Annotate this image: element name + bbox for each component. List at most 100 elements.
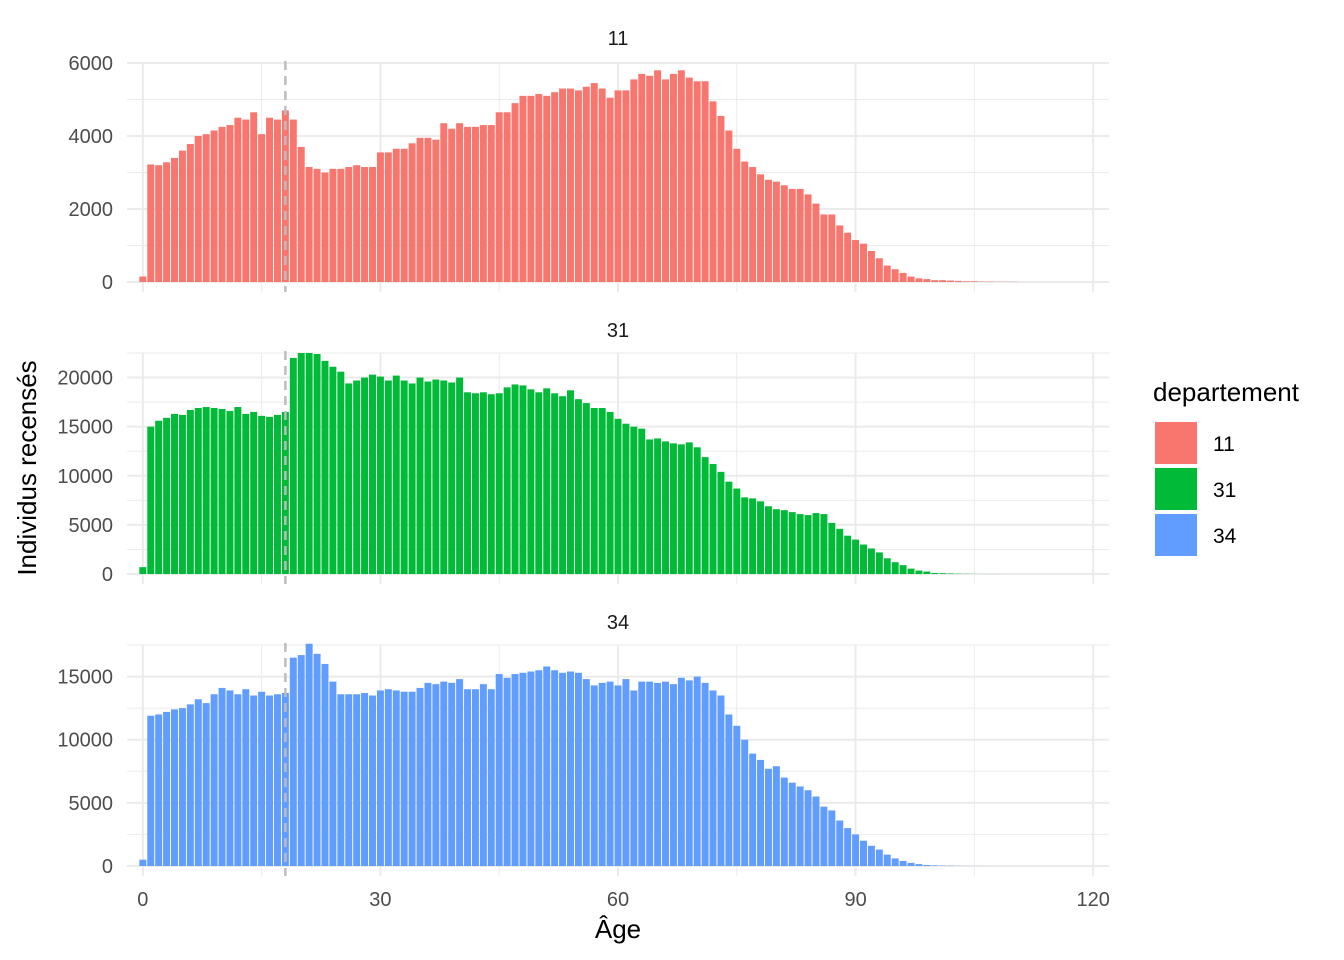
bar (234, 407, 242, 574)
bar (780, 185, 788, 282)
bar (234, 117, 242, 282)
bar (836, 528, 844, 574)
bar (757, 501, 765, 574)
bar (218, 408, 226, 574)
bar (329, 168, 337, 282)
bar (559, 396, 567, 574)
bar (369, 695, 376, 866)
bar (693, 81, 701, 282)
y-tick-label: 6000 (69, 53, 114, 75)
y-tick-label: 15000 (57, 417, 113, 439)
bar (646, 439, 654, 574)
bar (313, 168, 321, 282)
bar (590, 408, 598, 574)
y-tick-label: 5000 (69, 793, 114, 815)
bar (788, 782, 796, 866)
bar (574, 399, 582, 574)
bar (820, 214, 828, 282)
bar (844, 232, 852, 282)
bar (139, 859, 147, 866)
bar (899, 860, 907, 866)
facet-strip-label: 11 (608, 28, 629, 50)
bar (258, 134, 266, 282)
panel-31: 0 5000 10000 15000 20000 31 (57, 320, 1109, 586)
bar (178, 708, 186, 866)
bar (495, 112, 503, 283)
bar (369, 374, 376, 574)
bar (432, 379, 440, 574)
bar (733, 488, 741, 574)
bar (654, 70, 662, 282)
bar (764, 768, 772, 866)
bar (400, 691, 408, 866)
bar (297, 353, 305, 574)
bar (883, 854, 891, 866)
bar (194, 699, 202, 866)
bar (804, 515, 812, 574)
bar (844, 828, 852, 866)
bar (448, 682, 456, 866)
bar (210, 408, 218, 574)
bar (654, 438, 662, 574)
bar (590, 685, 598, 866)
bar (867, 548, 875, 574)
bar (511, 103, 519, 283)
bar (210, 694, 218, 866)
bar (416, 687, 424, 866)
bar (321, 172, 329, 282)
bar (400, 148, 408, 282)
bar (258, 415, 266, 574)
bar (448, 382, 456, 574)
bar (503, 387, 511, 574)
bar (527, 389, 535, 574)
legend-label: 31 (1213, 479, 1236, 502)
bar (796, 786, 804, 866)
bar (392, 375, 400, 574)
bar (907, 276, 915, 282)
bar (487, 394, 495, 574)
bar (250, 112, 258, 283)
bar (471, 689, 479, 866)
bar (511, 384, 519, 574)
bar (479, 392, 487, 574)
bar (543, 95, 551, 282)
bar (163, 162, 171, 282)
bar (337, 371, 345, 574)
bar (266, 117, 274, 282)
bar (424, 381, 432, 574)
bar (487, 689, 495, 866)
bar (250, 695, 258, 866)
bar (915, 278, 923, 282)
bar (535, 392, 543, 574)
bar (273, 119, 281, 282)
bar (432, 139, 440, 282)
bar (669, 73, 677, 282)
bar (923, 571, 931, 574)
bar (464, 689, 472, 866)
bar (907, 862, 915, 866)
bar (883, 265, 891, 282)
bar (495, 674, 503, 866)
bar (519, 95, 527, 282)
facet-strip-label: 34 (607, 612, 629, 634)
bar (329, 681, 337, 866)
bar (186, 409, 194, 574)
bar (202, 407, 210, 574)
bar (527, 671, 535, 866)
bar (669, 443, 677, 574)
bar (630, 690, 638, 866)
bar (503, 112, 511, 283)
bar (923, 864, 931, 866)
bar (638, 681, 646, 866)
bar (384, 152, 392, 282)
bar (495, 393, 503, 574)
bar (242, 689, 250, 866)
bar (503, 677, 511, 866)
bar (860, 544, 867, 574)
bar (820, 806, 828, 866)
bar (891, 562, 899, 574)
bar (202, 703, 210, 866)
bar (337, 694, 345, 866)
bar (392, 690, 400, 866)
bar (305, 353, 313, 574)
